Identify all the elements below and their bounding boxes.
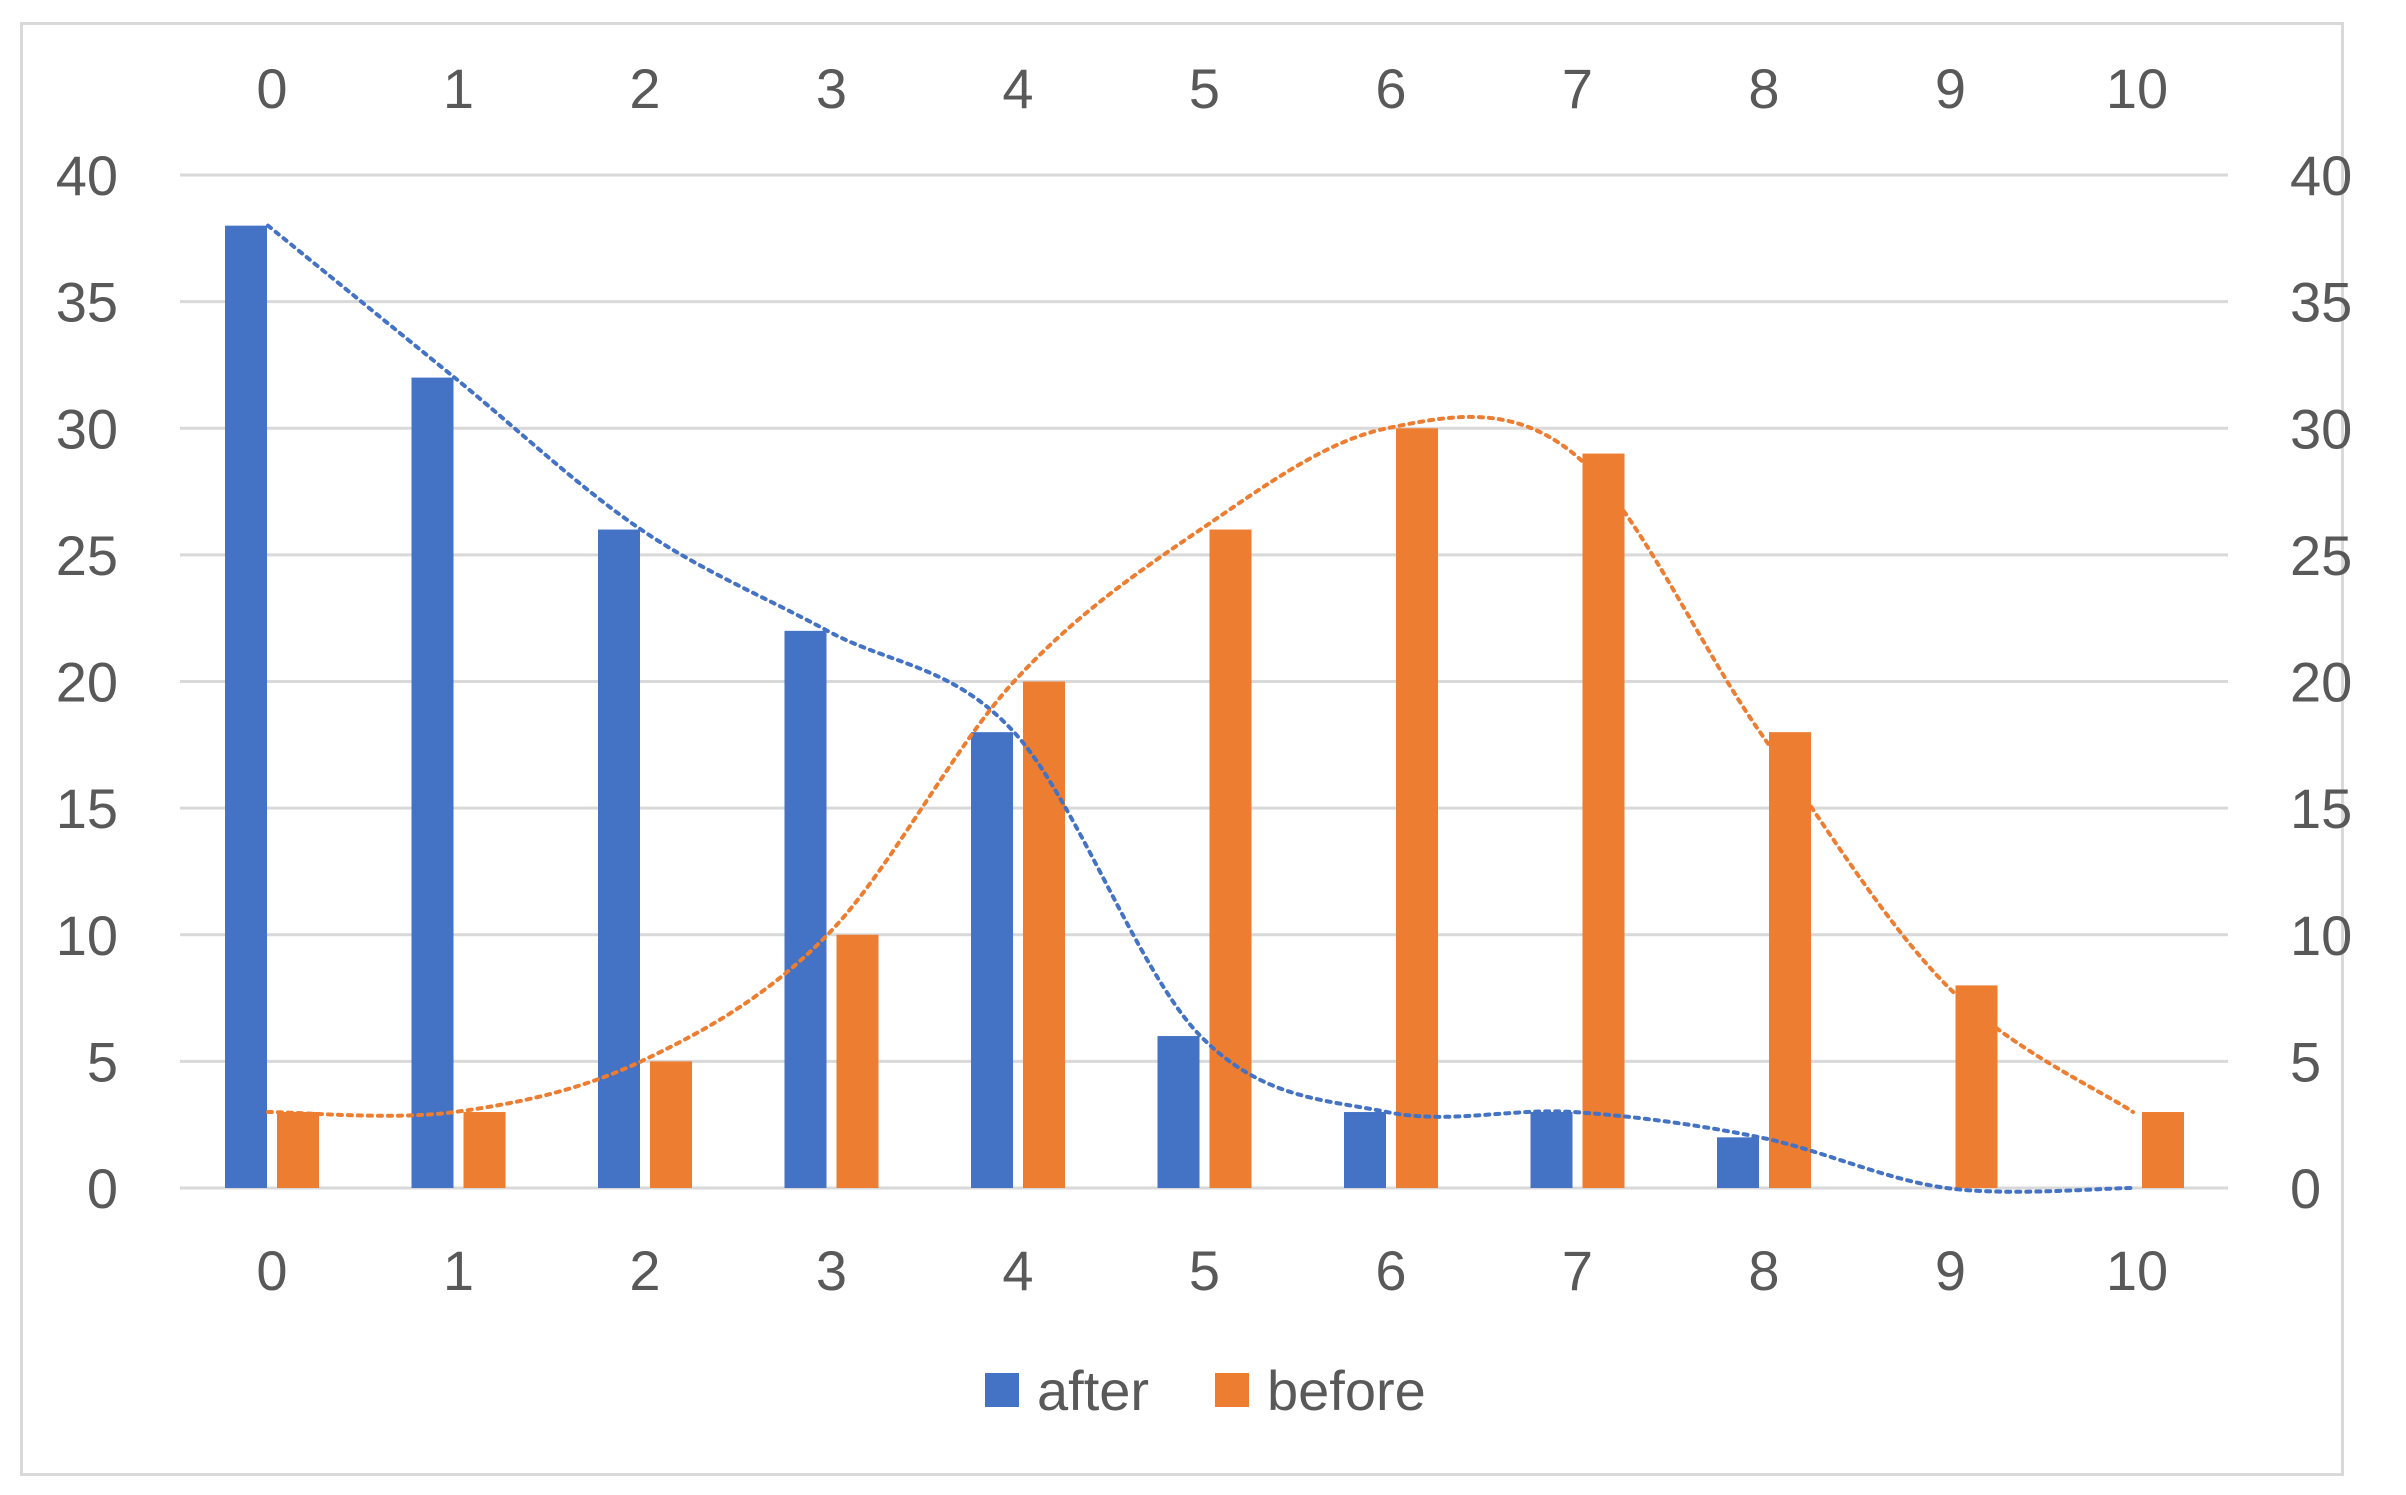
bar-after-0 [225,225,267,1188]
y-left-tick-25: 25 [56,524,118,587]
bar-after-7 [1530,1112,1573,1188]
y-axis-right-ticks: 0 5 10 15 20 25 30 35 40 [2290,144,2352,1220]
trendline-after [266,223,2135,1194]
trendline-before [266,414,2135,1118]
legend: after before [985,1359,1426,1422]
legend-swatch-after [985,1373,1019,1407]
y-left-tick-40: 40 [56,144,118,207]
y-right-tick-20: 20 [2290,651,2352,714]
y-left-tick-15: 15 [56,777,118,840]
bar-after-8 [1717,1137,1759,1188]
chart-frame [20,22,2344,1476]
y-right-tick-25: 25 [2290,524,2352,587]
x-top-tick-8: 8 [1748,57,1779,120]
x-bottom-tick-7: 7 [1562,1239,1593,1302]
bar-before-7 [1582,453,1625,1188]
bar-before-5 [1209,529,1252,1188]
x-bottom-tick-0: 0 [256,1239,287,1302]
x-top-tick-7: 7 [1562,57,1593,120]
x-top-tick-3: 3 [816,57,847,120]
x-axis-bottom-ticks: 0 1 2 3 4 5 6 7 8 9 10 [256,1239,2168,1302]
x-bottom-tick-4: 4 [1002,1239,1033,1302]
x-axis-top-ticks: 0 1 2 3 4 5 6 7 8 9 10 [256,57,2168,120]
bar-before-3 [836,934,879,1188]
x-top-tick-4: 4 [1002,57,1033,120]
x-bottom-tick-9: 9 [1935,1239,1966,1302]
x-bottom-tick-3: 3 [816,1239,847,1302]
y-left-tick-35: 35 [56,271,118,334]
legend-label-before: before [1267,1359,1426,1422]
x-top-tick-1: 1 [443,57,474,120]
bar-before-0 [277,1112,319,1188]
gridlines [180,173,2228,1190]
x-top-tick-6: 6 [1375,57,1406,120]
x-top-tick-0: 0 [256,57,287,120]
bar-before-9 [1955,985,1998,1188]
y-right-tick-40: 40 [2290,144,2352,207]
y-right-tick-15: 15 [2290,777,2352,840]
bar-after-5 [1157,1036,1200,1188]
x-top-tick-10: 10 [2106,57,2168,120]
legend-label-after: after [1037,1359,1149,1422]
y-right-tick-0: 0 [2290,1157,2321,1220]
bar-after-4 [971,732,1013,1188]
bar-before-2 [650,1061,692,1188]
x-bottom-tick-8: 8 [1748,1239,1779,1302]
bar-after-3 [784,630,827,1188]
x-bottom-tick-1: 1 [443,1239,474,1302]
bar-before-1 [463,1112,506,1188]
bar-before-10 [2142,1112,2184,1188]
bar-after-1 [411,377,454,1189]
y-left-tick-0: 0 [87,1157,118,1220]
y-axis-left-ticks: 0 5 10 15 20 25 30 35 40 [56,144,118,1220]
legend-swatch-before [1215,1373,1249,1407]
y-left-tick-5: 5 [87,1030,118,1093]
bar-before-4 [1023,681,1065,1188]
y-left-tick-10: 10 [56,904,118,967]
bar-before-6 [1396,428,1438,1188]
y-left-tick-30: 30 [56,397,118,460]
y-right-tick-5: 5 [2290,1030,2321,1093]
x-top-tick-5: 5 [1189,57,1220,120]
x-bottom-tick-2: 2 [629,1239,660,1302]
bar-after-2 [598,529,640,1188]
y-left-tick-20: 20 [56,651,118,714]
x-top-tick-2: 2 [629,57,660,120]
x-bottom-tick-6: 6 [1375,1239,1406,1302]
x-bottom-tick-5: 5 [1189,1239,1220,1302]
bars [225,225,2184,1189]
bar-after-6 [1344,1112,1386,1188]
y-right-tick-10: 10 [2290,904,2352,967]
trendlines [266,223,2135,1194]
x-top-tick-9: 9 [1935,57,1966,120]
y-right-tick-30: 30 [2290,397,2352,460]
x-bottom-tick-10: 10 [2106,1239,2168,1302]
bar-before-8 [1769,732,1811,1188]
y-right-tick-35: 35 [2290,271,2352,334]
